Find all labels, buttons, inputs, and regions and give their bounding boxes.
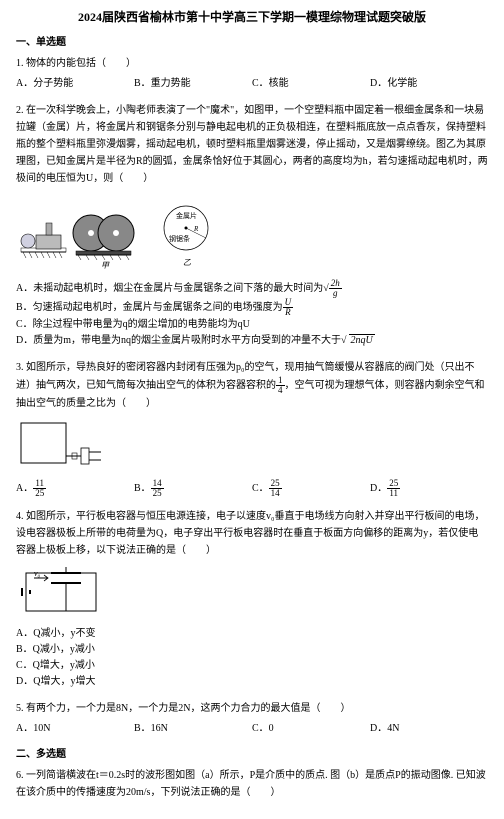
q2-opt-a: A．未摇动起电机时，烟尘在金属片与金属锯条之间下落的最大时间为√2hg (16, 279, 488, 298)
q2-opt-d: D．质量为m，带电量为nq的烟尘金属片吸附时水平方向受到的冲量不大于√2nqU (16, 333, 488, 349)
question-5: 5. 有两个力，一个力是8N，一个力是2N，这两个力合力的最大值是（ ） A．1… (16, 700, 488, 737)
q2-diagram-svg: 甲 金属片 R 钢锯条 乙 (16, 193, 236, 273)
q4-figure: v₀ (16, 565, 488, 620)
svg-text:乙: 乙 (183, 258, 191, 267)
q5-opt-c: C．0 (252, 721, 370, 737)
q1-opt-a: A．分子势能 (16, 76, 134, 92)
question-6: 6. 一列简谐横波在t＝0.2s时的波形图如图（a）所示，P是介质中的质点. 图… (16, 767, 488, 801)
svg-text:R: R (193, 225, 199, 233)
q5-text: 5. 有两个力，一个力是8N，一个力是2N，这两个力合力的最大值是（ ） (16, 700, 488, 717)
svg-text:金属片: 金属片 (176, 211, 197, 220)
section-2-header: 二、多选题 (16, 747, 488, 763)
q2-opt-b: B．匀速摇动起电机时，金属片与金属锯条之间的电场强度为UR (16, 298, 488, 317)
svg-text:钢锯条: 钢锯条 (169, 234, 190, 243)
q4-diagram-svg: v₀ (16, 565, 116, 620)
q5-opt-b: B．16N (134, 721, 252, 737)
q4-opt-c: C．Q增大，y减小 (16, 658, 488, 674)
q5-opt-a: A．10N (16, 721, 134, 737)
q4-options: A．Q减小，y不变 B．Q减小，y减小 C．Q增大，y减小 D．Q增大，y增大 (16, 626, 488, 690)
q3-text: 3. 如图所示，导热良好的密闭容器内封闭有压强为p₀的空气，现用抽气筒缓慢从容器… (16, 359, 488, 412)
q3-opt-b: B．1425 (134, 479, 252, 498)
q3-opt-c: C．2514 (252, 479, 370, 498)
q5-opt-d: D．4N (370, 721, 488, 737)
q1-opt-b: B．重力势能 (134, 76, 252, 92)
q3-opt-a: A．1125 (16, 479, 134, 498)
question-2: 2. 在一次科学晚会上，小陶老师表演了一个"魔术"，如图甲，一个空塑料瓶中固定着… (16, 102, 488, 349)
q3-diagram-svg (16, 418, 106, 473)
svg-text:甲: 甲 (101, 261, 110, 270)
question-4: 4. 如图所示，平行板电容器与恒压电源连接，电子以速度v₀垂直于电场线方向射入并… (16, 508, 488, 690)
question-1: 1. 物体的内能包括（ ） A．分子势能 B．重力势能 C．核能 D．化学能 (16, 55, 488, 92)
q4-text: 4. 如图所示，平行板电容器与恒压电源连接，电子以速度v₀垂直于电场线方向射入并… (16, 508, 488, 559)
q2-options: A．未摇动起电机时，烟尘在金属片与金属锯条之间下落的最大时间为√2hg B．匀速… (16, 279, 488, 349)
q5-options: A．10N B．16N C．0 D．4N (16, 721, 488, 737)
q3-options: A．1125 B．1425 C．2514 D．2511 (16, 479, 488, 498)
q2-figure: 甲 金属片 R 钢锯条 乙 (16, 193, 488, 273)
page-title: 2024届陕西省榆林市第十中学高三下学期一模理综物理试题突破版 (16, 8, 488, 27)
q6-text: 6. 一列简谐横波在t＝0.2s时的波形图如图（a）所示，P是介质中的质点. 图… (16, 767, 488, 801)
q2-text: 2. 在一次科学晚会上，小陶老师表演了一个"魔术"，如图甲，一个空塑料瓶中固定着… (16, 102, 488, 187)
section-1-header: 一、单选题 (16, 35, 488, 51)
q3-figure (16, 418, 488, 473)
q1-options: A．分子势能 B．重力势能 C．核能 D．化学能 (16, 76, 488, 92)
q1-opt-c: C．核能 (252, 76, 370, 92)
svg-text:v₀: v₀ (34, 569, 41, 578)
q3-opt-d: D．2511 (370, 479, 488, 498)
q4-opt-d: D．Q增大，y增大 (16, 674, 488, 690)
q1-opt-d: D．化学能 (370, 76, 488, 92)
q4-opt-b: B．Q减小，y减小 (16, 642, 488, 658)
question-3: 3. 如图所示，导热良好的密闭容器内封闭有压强为p₀的空气，现用抽气筒缓慢从容器… (16, 359, 488, 498)
q2-opt-c: C．除尘过程中带电量为q的烟尘增加的电势能均为qU (16, 317, 488, 333)
q1-text: 1. 物体的内能包括（ ） (16, 55, 488, 72)
q4-opt-a: A．Q减小，y不变 (16, 626, 488, 642)
